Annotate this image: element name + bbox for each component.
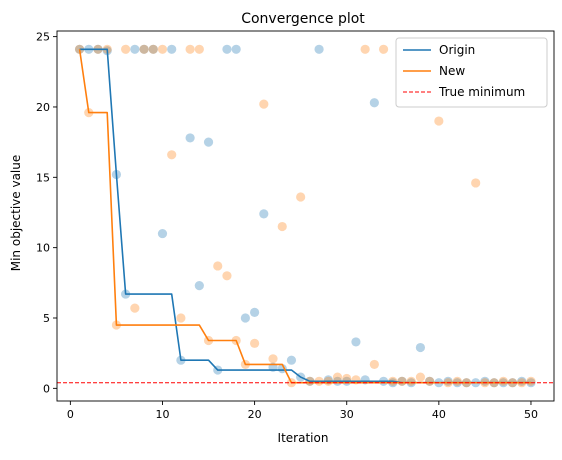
scatter-point-new (425, 376, 435, 386)
scatter-point-new (397, 376, 407, 386)
x-axis-label: Iteration (278, 431, 329, 445)
scatter-point-new (148, 44, 158, 54)
scatter-point-origin (425, 376, 435, 386)
scatter-point-new (277, 221, 287, 232)
scatter-point-origin (250, 307, 260, 317)
scatter-point-origin (259, 209, 269, 219)
plot-frame (56, 30, 555, 402)
scatter-point-new (250, 338, 260, 348)
scatter-point-origin (517, 376, 527, 386)
scatter-point-new (74, 44, 85, 54)
legend: Origin New True minimum (395, 37, 548, 108)
y-axis-label: Min objective value (9, 155, 23, 272)
y-tick-label: 10 (36, 242, 50, 255)
scatter-point-origin (74, 44, 85, 54)
y-tick-label: 15 (36, 171, 50, 184)
scatter-point-new (415, 372, 426, 382)
scatter-point-new (498, 376, 508, 386)
x-tick-label: 40 (432, 408, 446, 421)
scatter-point-new (194, 44, 204, 54)
scatter-point-origin (240, 313, 250, 323)
legend-label-origin: Origin (439, 43, 475, 57)
x-tick-label: 20 (248, 408, 262, 421)
legend-label-new: New (439, 64, 465, 78)
y-tick-label: 25 (36, 31, 50, 44)
scatter-point-new (526, 376, 536, 386)
scatter-point-new (434, 116, 444, 126)
scatter-point-origin (194, 281, 204, 291)
scatter-point-origin (148, 44, 158, 54)
scatter-point-origin (203, 137, 214, 147)
scatter-point-new (296, 192, 306, 202)
y-tick-label: 5 (43, 312, 50, 325)
scatter-point-origin (222, 44, 232, 54)
x-tick-label: 10 (155, 408, 169, 421)
scatter-point-new (121, 44, 131, 54)
scatter-point-new (452, 376, 462, 386)
scatter-point-origin (231, 44, 241, 54)
scatter-point-new (369, 359, 379, 370)
scatter-point-origin (286, 355, 297, 365)
scatter-point-new (130, 303, 140, 313)
scatter-point-origin (480, 376, 490, 386)
scatter-point-origin (139, 44, 149, 54)
scatter-point-origin (369, 98, 379, 108)
scatter-point-new (185, 44, 195, 54)
legend-box (395, 37, 548, 108)
scatter-point-new (406, 376, 416, 386)
plot-area: 0 10 20 30 40 50 0 5 10 15 20 25 (36, 30, 555, 421)
y-tick-label: 20 (36, 101, 50, 114)
scatter-point-new (222, 271, 232, 281)
scatter-point-new (139, 44, 149, 54)
chart-title: Convergence plot (241, 11, 365, 27)
scatter-point-new (176, 313, 186, 323)
scatter-point-origin (130, 44, 140, 54)
x-tick-label: 30 (340, 408, 354, 421)
scatter-point-new (167, 150, 177, 160)
scatter-point-origin (277, 364, 287, 374)
scatter-point-new (268, 354, 278, 364)
scatter-point-new (378, 44, 389, 54)
scatter-point-new (157, 44, 168, 54)
scatter-point-origin (397, 376, 407, 386)
scatter-point-new (332, 372, 343, 382)
scatter-point-origin (314, 44, 324, 54)
scatter-point-new (471, 178, 481, 188)
x-tick-label: 0 (67, 408, 74, 421)
scatter-point-origin (167, 44, 177, 54)
y-tick-label: 0 (43, 382, 50, 395)
scatter-point-origin (443, 376, 453, 386)
scatter-point-origin (157, 228, 168, 239)
legend-label-true-minimum: True minimum (438, 85, 525, 99)
scatter-point-new (213, 261, 223, 271)
x-tick-label: 50 (524, 408, 538, 421)
scatter-point-origin (351, 337, 361, 347)
scatter-point-new (360, 44, 370, 54)
scatter-point-new (259, 99, 269, 109)
scatter-point-origin (415, 342, 426, 353)
scatter-point-origin (185, 133, 195, 143)
